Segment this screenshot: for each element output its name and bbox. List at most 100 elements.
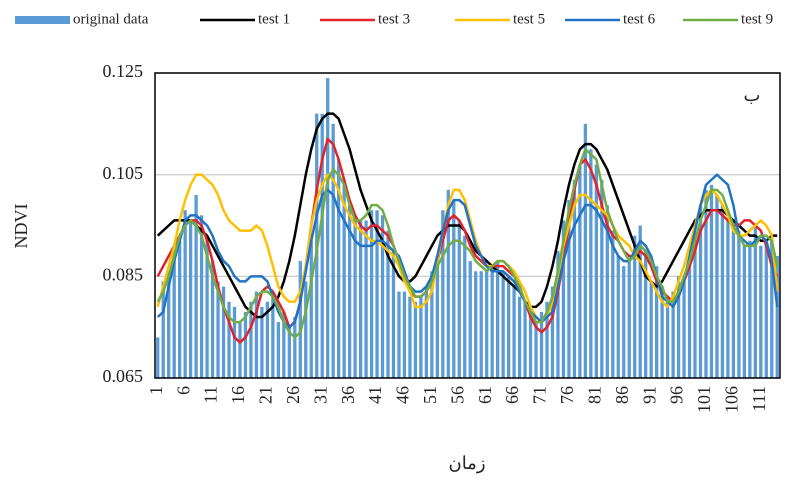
legend-label: test 6	[623, 11, 656, 27]
x-tick-label: 11	[201, 386, 221, 403]
x-tick-label: 111	[749, 386, 769, 412]
bar	[605, 205, 609, 378]
bar	[671, 291, 675, 378]
bar	[583, 123, 588, 378]
bar	[183, 210, 187, 378]
x-tick-label: 61	[475, 386, 495, 404]
bar	[194, 195, 198, 378]
bar	[638, 225, 642, 378]
bar	[293, 317, 297, 378]
bar	[649, 281, 653, 378]
x-tick-label: 6	[173, 386, 193, 395]
bar	[644, 250, 648, 378]
x-axis-label: زمان	[448, 453, 485, 474]
x-tick-label: 106	[722, 386, 742, 413]
bar	[759, 245, 763, 378]
bar	[260, 306, 264, 378]
line-series	[156, 148, 779, 339]
bar	[369, 210, 374, 378]
legend-label: original data	[73, 11, 149, 27]
bar	[523, 301, 527, 378]
bar	[665, 296, 670, 378]
bar	[550, 286, 555, 378]
bar	[457, 220, 461, 378]
bar	[304, 281, 308, 378]
bar	[156, 337, 160, 378]
bar	[364, 220, 368, 378]
x-tick-label: 16	[228, 386, 248, 404]
bar	[737, 230, 741, 378]
bar	[265, 301, 270, 378]
x-tick-label: 101	[694, 386, 714, 413]
bar	[353, 215, 357, 378]
bar	[742, 245, 747, 378]
bar	[298, 261, 302, 378]
bar	[386, 230, 390, 378]
bar	[342, 179, 346, 378]
bar	[748, 240, 752, 378]
bar	[424, 286, 429, 378]
bar	[731, 220, 736, 378]
legend-label: test 3	[378, 11, 410, 27]
bar	[682, 281, 686, 378]
x-tick-label: 1	[146, 386, 166, 395]
x-tick-label: 56	[447, 386, 467, 404]
bar	[216, 281, 220, 378]
bar	[556, 250, 560, 378]
bar	[413, 301, 418, 378]
bar	[539, 311, 544, 378]
bar	[337, 159, 341, 378]
bar	[775, 256, 779, 378]
bar	[479, 271, 483, 378]
bar	[698, 205, 703, 378]
bar	[506, 276, 511, 378]
x-tick-label: 81	[584, 386, 604, 404]
legend-label: test 5	[513, 11, 545, 27]
x-tick-label: 46	[393, 386, 413, 404]
bar	[391, 250, 396, 378]
x-tick-label: 36	[338, 386, 358, 404]
bar	[446, 189, 450, 378]
bar	[501, 271, 505, 378]
bar	[720, 205, 725, 378]
bar	[254, 291, 259, 378]
legend-label: test 1	[258, 11, 290, 27]
bar	[287, 327, 291, 378]
line-series	[156, 173, 779, 329]
bar	[512, 286, 516, 378]
bar	[676, 276, 681, 378]
x-tick-label: 41	[365, 386, 385, 404]
bar	[589, 149, 593, 378]
bar	[441, 210, 445, 378]
legend-label: test 9	[741, 11, 773, 27]
y-tick-label: 0.085	[103, 264, 144, 284]
bar	[161, 281, 165, 378]
bar	[320, 113, 324, 379]
y-tick-label: 0.125	[103, 61, 144, 81]
bar	[271, 291, 275, 378]
bar	[578, 164, 582, 378]
annotation: ب	[744, 85, 761, 105]
bar	[435, 256, 439, 378]
bar	[660, 286, 664, 378]
bar	[232, 306, 237, 378]
x-tick-label: 96	[667, 386, 687, 404]
x-tick-label: 31	[310, 386, 330, 404]
bar	[770, 235, 774, 378]
bar	[188, 220, 193, 378]
bar	[243, 311, 248, 378]
bar	[693, 235, 697, 378]
bar	[474, 271, 478, 378]
bar	[709, 184, 714, 378]
bar	[633, 235, 637, 378]
bar	[408, 296, 412, 378]
x-tick-label: 76	[557, 386, 577, 404]
bar	[326, 78, 330, 378]
bar	[753, 225, 757, 378]
bar	[622, 266, 626, 378]
bar	[282, 311, 286, 378]
bar	[397, 291, 401, 378]
bar	[490, 266, 494, 378]
